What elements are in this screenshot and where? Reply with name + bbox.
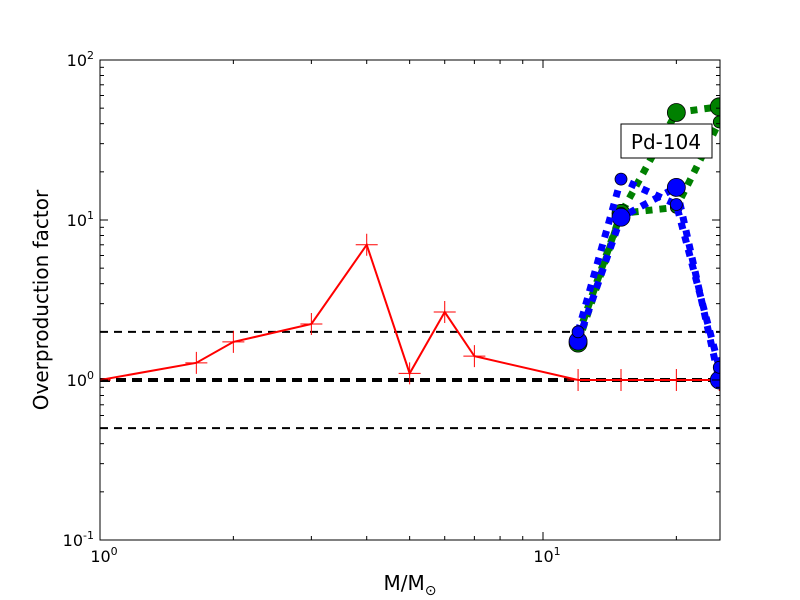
y-axis-label: Overproduction factor xyxy=(29,189,53,410)
data-point xyxy=(610,369,633,391)
series-line xyxy=(574,182,720,381)
x-tick-label: 101 xyxy=(533,545,560,566)
data-point xyxy=(355,233,378,256)
sun-symbol: ⊙ xyxy=(425,583,437,599)
data-point xyxy=(712,360,720,374)
series-4 xyxy=(571,172,720,374)
y-tick-label: 101 xyxy=(67,209,94,230)
x-tick-label: 100 xyxy=(90,545,117,566)
y-tick-label: 100 xyxy=(67,369,94,390)
x-axis-label: M/M⊙ xyxy=(384,571,437,599)
data-point xyxy=(433,301,456,324)
y-tick-label: 10-1 xyxy=(63,529,94,550)
data-point xyxy=(712,115,720,129)
data-point xyxy=(669,198,683,211)
annotation-box: Pd-104 xyxy=(620,123,713,159)
data-point xyxy=(300,312,323,335)
data-point xyxy=(222,330,245,353)
data-point xyxy=(666,103,686,122)
series-0 xyxy=(100,233,720,391)
data-point xyxy=(611,207,631,227)
series-line xyxy=(100,242,720,381)
data-point xyxy=(666,177,686,197)
data-point xyxy=(463,345,486,368)
data-point xyxy=(185,351,208,374)
y-tick-label: 102 xyxy=(67,49,94,70)
data-point xyxy=(567,369,590,391)
data-point xyxy=(709,97,720,117)
data-point xyxy=(398,362,421,385)
data-point xyxy=(665,369,688,391)
annotation-label: Pd-104 xyxy=(631,130,701,154)
data-point xyxy=(571,325,585,339)
series-3 xyxy=(568,177,720,390)
data-point xyxy=(614,172,628,186)
series-line xyxy=(574,120,720,337)
